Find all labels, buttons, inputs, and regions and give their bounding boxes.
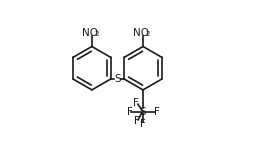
Text: F: F — [126, 107, 132, 117]
Text: S: S — [114, 74, 120, 84]
Text: 2: 2 — [94, 31, 99, 37]
Text: F: F — [139, 119, 145, 129]
Text: NO: NO — [133, 28, 149, 38]
Text: F: F — [133, 116, 139, 126]
Text: F: F — [153, 107, 159, 117]
Text: NO: NO — [82, 28, 98, 38]
Text: F: F — [133, 98, 139, 108]
Text: S: S — [139, 107, 146, 117]
Text: 2: 2 — [145, 31, 150, 37]
